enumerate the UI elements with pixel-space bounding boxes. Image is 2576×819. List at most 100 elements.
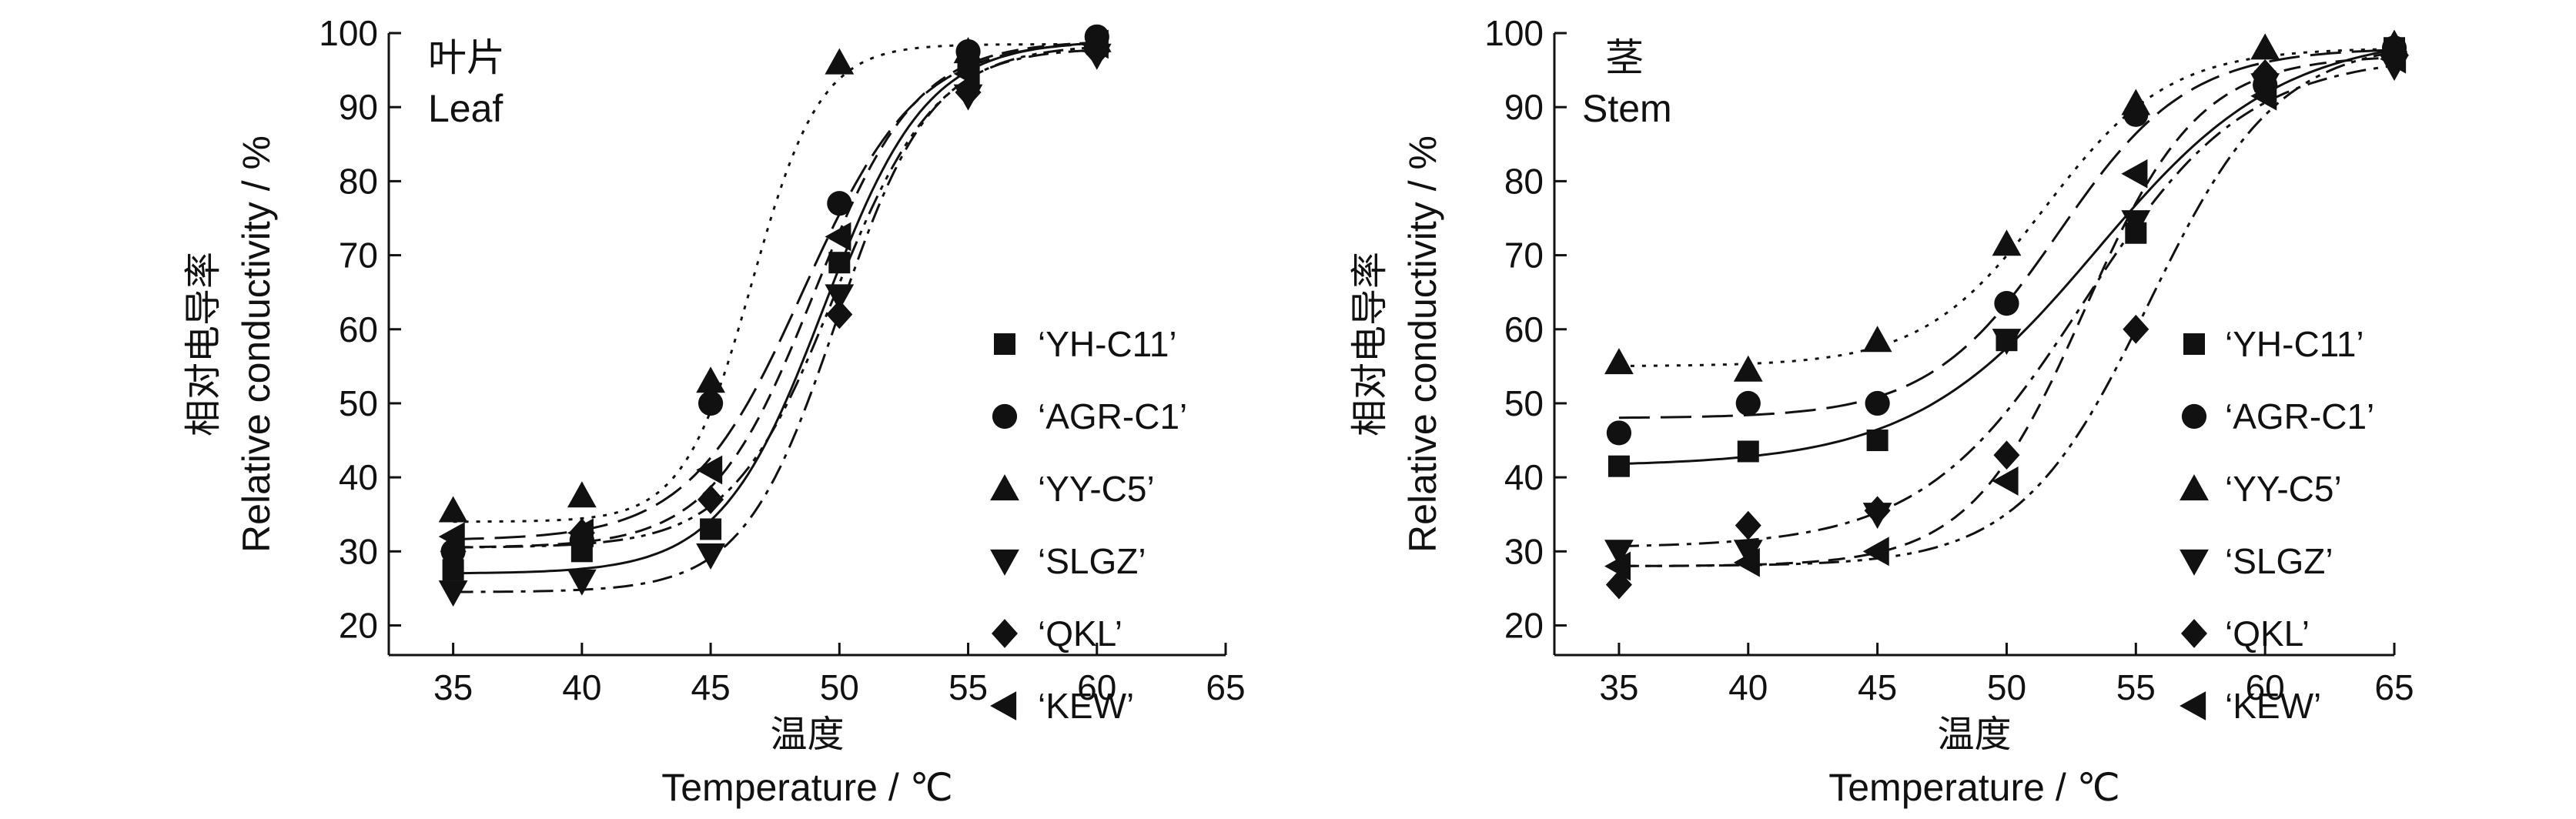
data-point-circle <box>1994 290 2019 316</box>
x-tick-label: 50 <box>1987 667 2026 707</box>
panel-title-cn: 叶片 <box>428 35 505 80</box>
data-point-triangle-left <box>1992 466 2019 496</box>
stem-chart-panel: 20 30 40 50 60 70 80 90 100 35 40 45 50 55 60 65 温度 Tempe… <box>1348 13 2414 809</box>
data-point-triangle-up <box>825 48 855 75</box>
fit-curve-circle <box>453 41 1097 549</box>
leaf-chart-panel: 20 30 40 50 60 70 80 90 100 35 40 45 50 55 60 65 温度 Tempe… <box>182 13 1246 809</box>
data-point-diamond <box>698 485 724 514</box>
data-point-square <box>1737 440 1759 463</box>
legend-marker-triangle-down <box>990 549 1019 576</box>
data-point-triangle-left <box>696 455 723 485</box>
data-point-triangle-left <box>438 522 465 551</box>
data-point-diamond <box>1605 570 1632 600</box>
y-axis-label: Relative conductivity / % <box>1401 135 1444 553</box>
legend-marker-triangle-up <box>990 474 1019 501</box>
y-tick-label: 100 <box>1484 13 1544 53</box>
legend-label: ‘KEW’ <box>2225 686 2321 726</box>
x-tick-label: 55 <box>948 667 988 707</box>
fit-curve-diamond <box>453 45 1097 549</box>
x-tick-label: 35 <box>433 667 473 707</box>
panel-subtitle: Leaf <box>428 87 503 130</box>
data-point-triangle-down <box>825 284 855 311</box>
data-point-diamond <box>2123 314 2149 344</box>
data-point-triangle-down <box>1604 540 1634 567</box>
data-point-square <box>1607 455 1630 477</box>
data-point-circle <box>698 390 724 416</box>
data-point-triangle-up <box>1733 355 1763 382</box>
data-point-diamond <box>1993 440 2020 470</box>
x-axis-label-cn: 温度 <box>770 713 844 756</box>
legend-marker-triangle-down <box>2180 549 2209 576</box>
legend-marker-circle <box>2181 403 2207 430</box>
data-point-triangle-up <box>2121 89 2151 115</box>
y-tick-label: 50 <box>339 383 378 423</box>
data-point-triangle-down <box>2121 210 2151 237</box>
legend-label: ‘QKL’ <box>2225 613 2310 654</box>
y-tick-label: 30 <box>1504 531 1544 571</box>
y-axis-label-cn: 相对电导率 <box>182 252 225 436</box>
x-tick-label: 55 <box>2116 667 2156 707</box>
data-point-triangle-down <box>567 569 597 596</box>
data-point-triangle-left <box>1082 29 1109 59</box>
data-point-triangle-up <box>1862 326 1892 353</box>
data-point-triangle-up <box>696 366 725 393</box>
legend-marker-square <box>2183 333 2205 355</box>
data-point-triangle-left <box>1862 537 1889 567</box>
data-point-triangle-down <box>696 543 725 570</box>
legend-label: ‘YY-C5’ <box>1038 469 1155 509</box>
y-tick-label: 30 <box>339 531 378 571</box>
legend-label: ‘AGR-C1’ <box>2225 396 2374 436</box>
y-tick-label: 70 <box>339 236 378 276</box>
data-point-triangle-up <box>1604 348 1634 375</box>
legend-label: ‘YH-C11’ <box>1038 324 1177 364</box>
data-point-triangle-left <box>2250 81 2277 111</box>
legend-label: ‘YY-C5’ <box>2225 469 2342 509</box>
data-point-circle <box>1735 390 1761 416</box>
y-tick-label: 40 <box>339 457 378 497</box>
legend-marker-circle <box>992 403 1018 430</box>
x-tick-label: 40 <box>1728 667 1768 707</box>
legend-label: ‘YH-C11’ <box>2225 324 2364 364</box>
fit-curve-triangle-down <box>453 48 1097 593</box>
data-point-circle <box>1606 420 1632 446</box>
data-point-square <box>828 252 851 274</box>
data-point-diamond <box>1735 510 1761 540</box>
legend-label: ‘SLGZ’ <box>1038 541 1146 581</box>
data-point-triangle-up <box>953 37 983 64</box>
legend-marker-triangle-left <box>2180 691 2206 720</box>
data-point-diamond <box>826 299 853 329</box>
y-axis-label-cn: 相对电导率 <box>1348 252 1391 436</box>
x-axis-label: Temperature / ℃ <box>1828 766 2120 809</box>
x-tick-label: 50 <box>820 667 859 707</box>
legend-marker-diamond <box>991 619 1019 648</box>
x-tick-label: 45 <box>691 667 730 707</box>
y-tick-label: 70 <box>1504 236 1544 276</box>
data-point-triangle-left <box>953 59 980 89</box>
y-tick-label: 50 <box>1504 383 1544 423</box>
y-tick-label: 80 <box>339 161 378 201</box>
data-point-triangle-down <box>1992 329 2022 356</box>
y-tick-label: 100 <box>319 13 378 53</box>
fit-curve-triangle-up <box>453 43 1097 523</box>
fit-curve-triangle-left <box>453 42 1097 540</box>
data-point-triangle-up <box>438 496 468 523</box>
data-point-diamond <box>2252 59 2279 89</box>
legend-marker-diamond <box>2180 619 2208 648</box>
data-point-square <box>1866 430 1889 452</box>
legend-label: ‘QKL’ <box>1038 613 1122 654</box>
y-tick-label: 80 <box>1504 161 1544 201</box>
data-point-triangle-up <box>2250 33 2280 60</box>
data-point-square <box>700 518 722 540</box>
y-tick-label: 20 <box>1504 606 1544 646</box>
panel-subtitle: Stem <box>1582 87 1672 130</box>
data-point-diamond <box>1864 496 1891 526</box>
x-tick-label: 60 <box>2246 667 2285 707</box>
y-tick-label: 90 <box>339 87 378 127</box>
y-tick-label: 60 <box>339 309 378 349</box>
y-tick-label: 20 <box>339 606 378 646</box>
data-point-triangle-up <box>1992 229 2022 256</box>
data-point-triangle-left <box>1604 551 1631 581</box>
data-point-triangle-left <box>825 222 851 252</box>
data-point-triangle-down <box>438 580 468 607</box>
x-tick-label: 65 <box>2374 667 2414 707</box>
